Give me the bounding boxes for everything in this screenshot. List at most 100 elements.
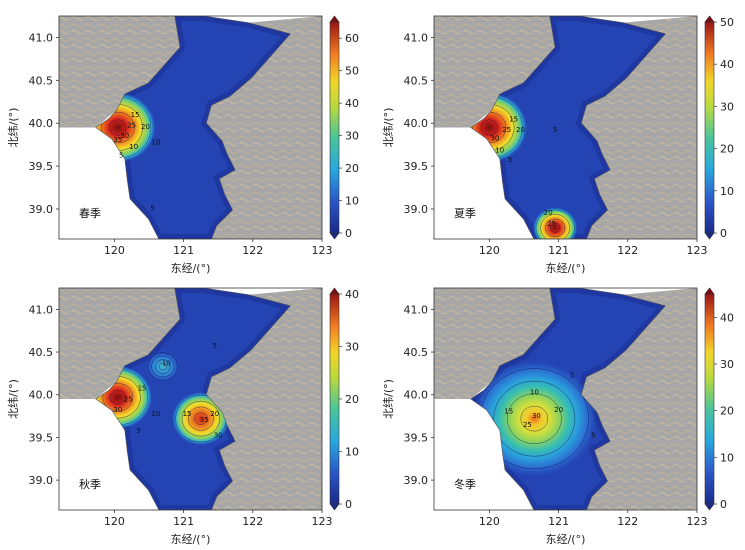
colorbar-tick-label: 50: [720, 16, 734, 29]
concentration-hotspot: [145, 350, 181, 383]
y-tick-label: 39.5: [29, 160, 54, 173]
colorbar: 0 10 20 30 40: [704, 287, 734, 511]
colorbar-max-arrow: [704, 15, 715, 23]
colorbar-min-arrow: [329, 503, 340, 511]
y-tick-label: 41.0: [29, 303, 54, 316]
coastline: [95, 288, 291, 510]
colorbar-tick-label: 30: [720, 358, 734, 371]
season-label: 秋季: [79, 477, 101, 491]
contour-label: 20: [210, 410, 219, 418]
contour-line: [540, 214, 570, 239]
contour-label: 20: [554, 406, 563, 414]
y-axis-label: 北纬/(°): [7, 108, 20, 148]
contour-label: 5: [591, 431, 595, 439]
contour-label: 20: [544, 209, 553, 217]
y-tick-label: 40.0: [404, 117, 429, 130]
y-tick-label: 41.0: [404, 303, 429, 316]
y-tick-label: 40.5: [29, 346, 54, 359]
contour-label: 15: [509, 115, 518, 123]
y-tick-label: 39.5: [29, 431, 54, 444]
coastline: [470, 288, 666, 510]
contour-label: 35: [200, 416, 209, 424]
contour-line: [507, 393, 562, 444]
y-tick-label: 40.0: [29, 117, 54, 130]
contour-label: 5: [119, 152, 123, 160]
y-tick-label: 39.5: [404, 431, 429, 444]
contour-label: 30: [214, 431, 223, 439]
colorbar-tick-label: 0: [345, 498, 352, 511]
x-tick-label: 123: [687, 515, 708, 528]
contour-line: [520, 405, 549, 432]
contour-label: 15: [183, 410, 192, 418]
y-tick-label: 39.5: [404, 160, 429, 173]
x-tick-label: 123: [687, 244, 708, 257]
x-tick-label: 121: [548, 515, 569, 528]
contour-label: 30: [532, 412, 541, 420]
map-frame: [58, 15, 323, 240]
coastline: [470, 16, 666, 239]
x-tick-label: 121: [173, 244, 194, 257]
y-tick-label: 40.0: [404, 389, 429, 402]
west-land: [434, 288, 555, 399]
x-axis-label: 东经/(°): [546, 533, 586, 546]
contour-line: [493, 380, 576, 457]
contour-label: 15: [504, 408, 513, 416]
contour-line: [158, 362, 167, 371]
contour-line: [101, 111, 135, 144]
colorbar-tick-label: 0: [720, 227, 727, 240]
contour-line: [110, 390, 126, 405]
contour-label: 5: [553, 126, 557, 134]
contour-line: [147, 352, 179, 381]
x-tick-label: 120: [104, 515, 125, 528]
contour-label: 30: [490, 134, 499, 142]
y-tick-label: 40.5: [404, 346, 429, 359]
x-tick-label: 120: [479, 515, 500, 528]
contour-line: [535, 209, 575, 239]
contour-label: 15: [138, 384, 147, 392]
y-tick-label: 40.5: [29, 74, 54, 87]
contour-label: 25: [523, 421, 532, 429]
contour-label: 10: [530, 389, 539, 397]
y-tick-label: 41.0: [29, 31, 54, 44]
concentration-hotspot: [470, 92, 528, 163]
contour-line: [480, 119, 498, 136]
x-tick-label: 123: [312, 244, 333, 257]
colorbar-tick-label: 30: [345, 130, 359, 143]
contour-line: [155, 359, 171, 374]
x-tick-label: 121: [548, 244, 569, 257]
x-axis-label: 东经/(°): [171, 533, 211, 546]
contour-label: 10: [162, 360, 171, 368]
contour-label: 10: [151, 139, 160, 147]
contour-label: 30: [120, 132, 129, 140]
colorbar-min-arrow: [704, 232, 715, 240]
x-tick-label: 122: [617, 515, 638, 528]
x-tick-label: 120: [104, 244, 125, 257]
contour-line: [187, 406, 214, 431]
contour-line: [181, 400, 221, 437]
contour-label: 30: [113, 406, 122, 414]
colorbar-bar: [329, 293, 340, 505]
y-tick-label: 40.0: [29, 389, 54, 402]
x-axis-label: 东经/(°): [171, 262, 211, 275]
contour-label: 25: [127, 122, 136, 130]
colorbar-tick-label: 40: [720, 58, 734, 71]
contour-line: [550, 223, 561, 233]
contour-label: 35: [113, 136, 122, 144]
y-axis-label: 北纬/(°): [382, 108, 395, 148]
colorbar-max-arrow: [329, 15, 340, 23]
y-tick-label: 39.0: [404, 474, 429, 487]
colorbar-tick-label: 10: [720, 451, 734, 464]
y-tick-label: 41.0: [404, 31, 429, 44]
contour-label: 25: [547, 220, 556, 228]
coastline: [95, 16, 291, 239]
contour-label: 20: [141, 123, 150, 131]
contour-label: 15: [131, 111, 140, 119]
